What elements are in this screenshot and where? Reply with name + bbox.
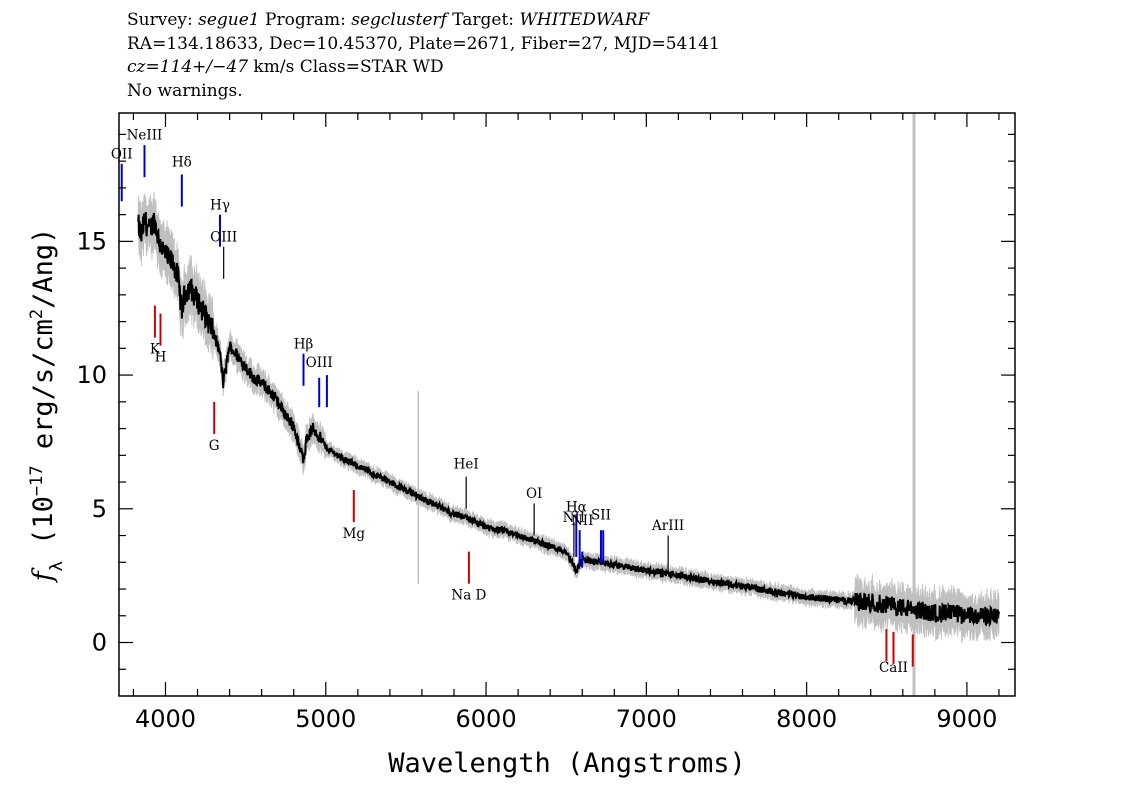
class-value: km/s Class=STAR WD	[248, 57, 444, 77]
spectral-line-label: HeI	[454, 457, 479, 473]
x-tick-label: 8000	[776, 705, 837, 733]
spectral-line-label: SII	[591, 507, 611, 523]
flux-series	[137, 211, 1000, 628]
spectral-line-label: K	[150, 342, 161, 358]
y-axis-title: fλ (10−17 erg/s/cm2/Ang)	[27, 228, 67, 584]
y-tick-label: 5	[92, 495, 107, 523]
y-axis-title-subscript: λ	[47, 561, 67, 571]
program-label: Program:	[259, 10, 352, 30]
program-value: segclusterf	[351, 10, 447, 30]
header-line-survey: Survey: segue1 Program: segclusterf Targ…	[127, 9, 720, 33]
x-tick-label: 6000	[456, 705, 517, 733]
spectral-line-label: Mg	[343, 526, 366, 542]
axis-tick-labels: 4000 5000 6000 7000 8000 9000 0 5 10 15	[76, 227, 997, 733]
sky-spikes	[417, 113, 916, 696]
survey-value: segue1	[198, 10, 260, 30]
header-line-coordinates: RA=134.18633, Dec=10.45370, Plate=2671, …	[127, 33, 720, 54]
target-value: WHITEDWARF	[519, 10, 650, 30]
header-line-redshift: cz=114+/−47 km/s Class=STAR WD	[127, 56, 720, 80]
spectral-line-label: H	[155, 350, 167, 366]
error-band	[137, 191, 1000, 644]
x-axis-title: Wavelength (Angstroms)	[388, 748, 746, 779]
spectral-line-label: Hγ	[210, 197, 230, 213]
flux-line	[137, 211, 1000, 628]
x-tick-label: 9000	[936, 705, 997, 733]
flux-error-band	[137, 191, 1000, 644]
spectral-line-label: Hβ	[294, 336, 314, 352]
header-line-warnings: No warnings.	[127, 80, 243, 101]
y-tick-label: 0	[92, 629, 107, 657]
spectral-line-label: G	[209, 438, 220, 454]
spectral-line-label: OIII	[210, 229, 237, 245]
spectral-line-label: Hα	[566, 499, 587, 515]
spectral-line-label: OI	[526, 486, 542, 502]
y-axis-title-units-exponent: 2	[27, 309, 47, 319]
spectral-line-label: Hδ	[172, 154, 192, 170]
spectral-line-label: ArIII	[651, 518, 684, 534]
x-tick-label: 5000	[295, 705, 356, 733]
spectrum-header: Survey: segue1 Program: segclusterf Targ…	[127, 9, 720, 103]
spectral-line-label: CaII	[879, 660, 908, 676]
y-axis-title-mid: (10	[28, 496, 59, 561]
x-tick-label: 7000	[616, 705, 677, 733]
y-tick-label: 10	[76, 361, 107, 389]
axis-ticks	[119, 113, 1015, 696]
y-axis-title-units: erg/s/cm	[28, 319, 59, 465]
cz-value: cz=114+/−47	[127, 57, 249, 77]
spectral-line-label: Na D	[451, 588, 486, 604]
spectral-line-label: NeIII	[127, 128, 163, 144]
spectral-line-label: NII	[571, 513, 593, 529]
x-tick-label: 4000	[135, 705, 196, 733]
spectral-lines: OII NeIII Hδ Hγ OIII KH G Hβ OIII Mg HeI Na D OI NIIH…	[111, 128, 914, 676]
y-tick-label: 15	[76, 227, 107, 255]
survey-label: Survey:	[127, 10, 199, 30]
y-axis-title-exponent: −17	[27, 465, 47, 496]
target-label: Target:	[446, 10, 520, 30]
spectral-line-label: OII	[111, 146, 133, 162]
y-axis-title-end: /Ang)	[28, 228, 59, 309]
spectral-line-label: OIII	[306, 355, 333, 371]
spectral-line-label: NII	[563, 510, 585, 526]
plot-frame	[118, 112, 1016, 697]
